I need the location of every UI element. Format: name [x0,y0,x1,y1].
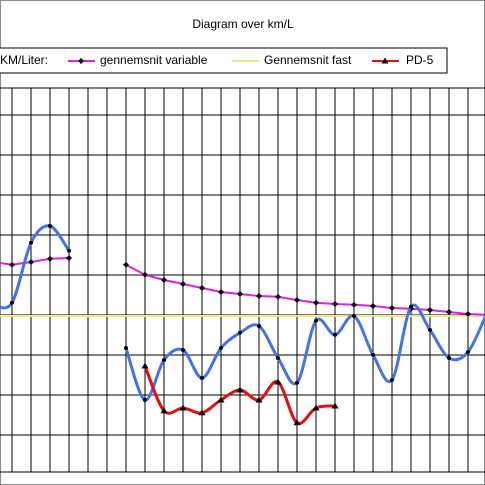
point [333,332,337,337]
point [179,404,187,411]
legend-label: gennemsnit variable [100,53,208,67]
point [181,348,185,352]
point [466,350,470,354]
point [389,305,395,311]
point [162,358,166,362]
point [331,402,339,409]
point [427,307,433,313]
point [447,356,451,360]
point [294,297,300,303]
point [465,311,471,317]
point [314,318,318,323]
plot-frame [0,87,485,473]
point [370,303,376,309]
point [256,293,262,299]
point [255,396,263,403]
grid [0,88,485,472]
legend-label: KM/Liter: [0,53,48,67]
point [66,255,72,261]
point [142,271,148,278]
legend-label: PD-5 [406,53,434,67]
point [200,376,204,380]
point [9,261,15,268]
point [352,314,356,318]
point [446,309,452,315]
chart-title: Diagram over km/L [192,17,294,31]
point [124,346,128,350]
point [161,277,167,283]
point [332,301,338,307]
point [351,301,357,308]
legend-label: Gennemsnit fast [264,53,352,67]
point [218,289,224,295]
series-line [125,263,485,316]
point [180,281,186,287]
point [274,378,282,385]
series-line [124,303,485,402]
point [28,259,34,265]
point [217,396,225,403]
point [293,419,301,426]
point [143,398,147,402]
point [295,380,299,385]
point [198,409,206,416]
point [160,407,168,414]
point [236,386,244,393]
point [313,299,319,306]
point [78,58,84,64]
point [428,328,432,332]
point [199,285,205,291]
point [48,224,52,228]
point [371,352,375,357]
point [409,304,413,309]
point [29,240,33,245]
point [390,378,394,382]
point [312,404,320,411]
point [219,346,223,350]
point [67,248,71,253]
point [47,255,53,262]
point [141,362,149,369]
point [10,300,14,305]
point [238,330,242,335]
point [257,324,261,328]
point [276,356,280,360]
point [381,57,389,64]
point [237,291,243,297]
point [275,293,281,300]
point [123,261,129,268]
